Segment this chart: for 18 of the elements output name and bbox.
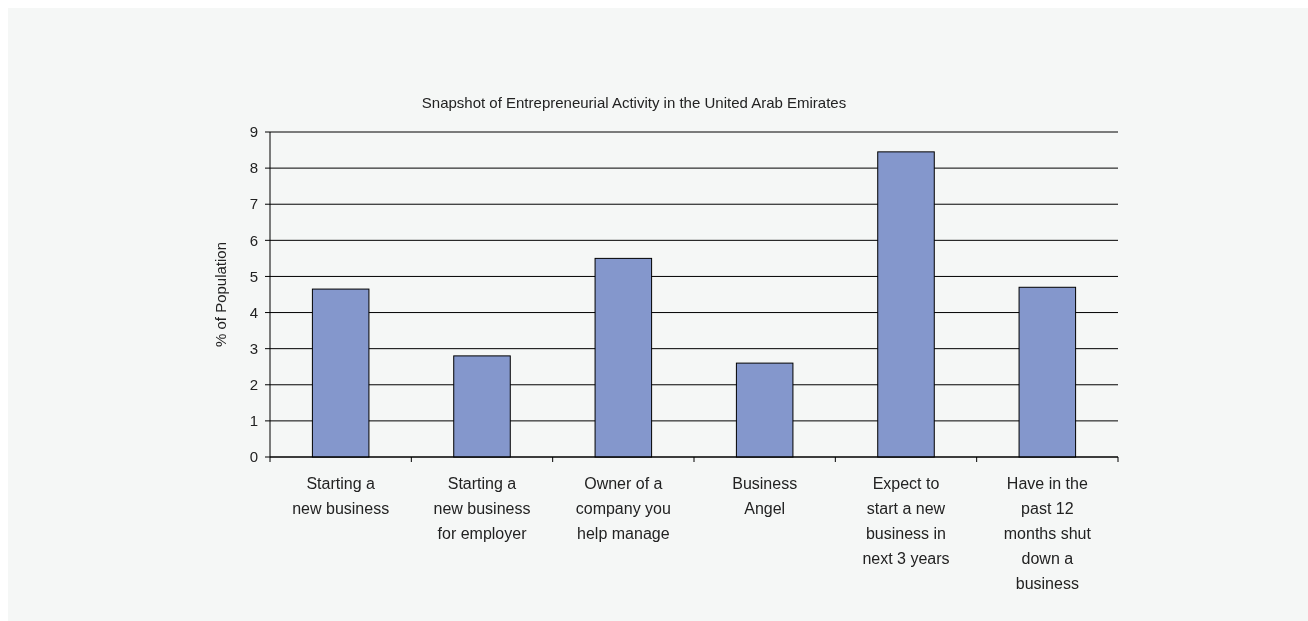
y-axis-title: % of Population [212, 241, 229, 348]
y-tick-label: 2 [249, 376, 258, 394]
x-tick-label: Owner of a company you help manage [575, 475, 671, 542]
x-tick-label: Have in the past 12 months shut down a business [1003, 475, 1092, 592]
x-tick-label: Expect to start a new business in next 3 years [862, 475, 950, 567]
y-tick-label: 4 [249, 303, 258, 321]
y-tick-label: 9 [249, 123, 258, 141]
y-tick-label: 5 [249, 267, 258, 285]
y-tick-label: 8 [249, 159, 258, 177]
x-tick-label: Starting a new business for employer [433, 475, 531, 542]
x-tick-label: Starting a new business [292, 475, 390, 517]
x-tick-label: Business Angel [732, 475, 798, 517]
y-tick-label: 0 [249, 448, 258, 466]
chart-title: Snapshot of Entrepreneurial Activity in the United Arab Emirates [421, 94, 847, 111]
y-tick-label: 7 [249, 195, 258, 213]
y-tick-label: 3 [249, 339, 258, 357]
y-tick-label: 6 [249, 231, 258, 249]
y-tick-label: 1 [249, 412, 258, 430]
